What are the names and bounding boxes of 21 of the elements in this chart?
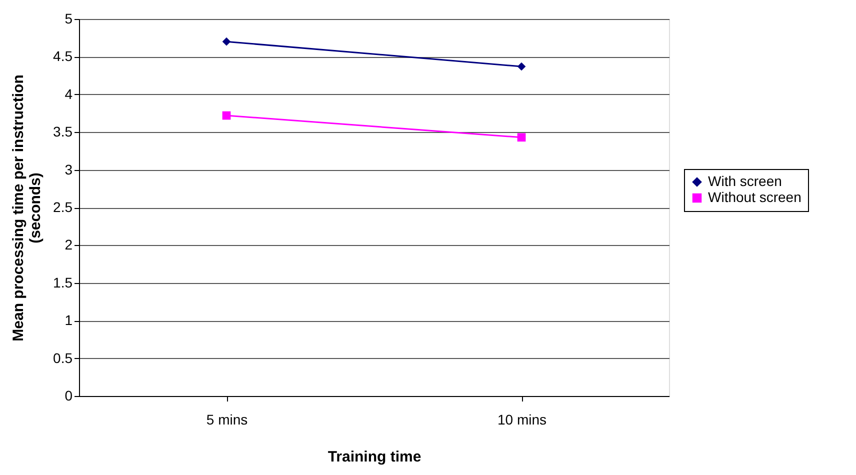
y-tick-label: 5 xyxy=(64,10,73,26)
y-tick-label: 1 xyxy=(64,312,73,328)
point xyxy=(222,37,231,46)
x-tick-label: 5 mins xyxy=(206,412,248,428)
y-tick-label: 4.5 xyxy=(53,48,73,64)
legend-label: Without screen xyxy=(708,189,802,205)
point xyxy=(222,111,231,120)
point xyxy=(517,133,526,142)
x-axis-title: Training time xyxy=(328,448,422,466)
y-tick-label: 0.5 xyxy=(53,350,73,366)
legend-label: With screen xyxy=(708,173,782,189)
x-tick-label: 10 mins xyxy=(497,412,547,428)
y-tick-label: 0 xyxy=(64,388,73,404)
y-tick-label: 2 xyxy=(64,236,73,253)
y-tick-label: 3 xyxy=(64,161,73,178)
y-tick-label: 3.5 xyxy=(53,124,73,140)
y-tick-label: 2.5 xyxy=(53,199,73,215)
y-tick-label: 1.5 xyxy=(53,274,73,290)
point xyxy=(517,62,526,71)
y-tick-label: 4 xyxy=(64,86,73,102)
y-axis-title: Mean processing time per instruction (seconds) xyxy=(10,74,44,342)
